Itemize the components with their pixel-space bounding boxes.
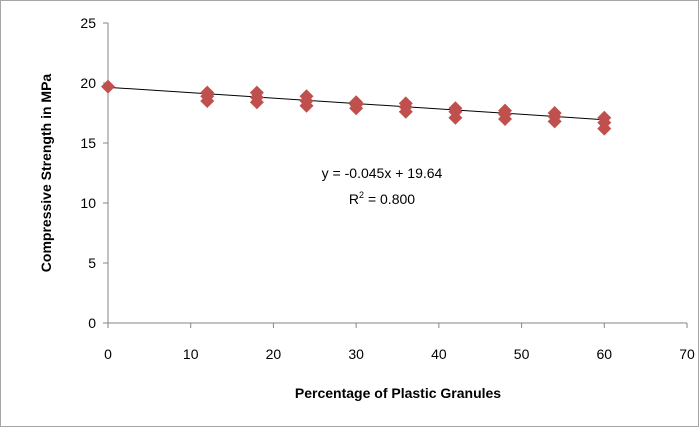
- x-tick-label: 20: [266, 346, 282, 362]
- data-point-marker: [398, 104, 413, 119]
- x-tick-label: 30: [348, 346, 364, 362]
- y-tick-label: 10: [80, 195, 96, 211]
- data-point-marker: [349, 101, 364, 116]
- y-tick-label: 25: [80, 15, 96, 31]
- r-squared-label: R2 = 0.800: [349, 190, 415, 207]
- data-point-marker: [299, 98, 314, 113]
- x-tick-label: 0: [104, 346, 112, 362]
- data-point-marker: [101, 79, 115, 94]
- x-tick-label: 10: [183, 346, 199, 362]
- data-point-marker: [597, 121, 612, 136]
- data-points: [101, 79, 612, 136]
- y-axis-title: Compressive Strength in MPa: [38, 74, 54, 273]
- y-tick-label: 5: [88, 255, 96, 271]
- y-tick-label: 0: [88, 315, 96, 331]
- r-squared-superscript: 2: [359, 190, 364, 200]
- x-tick-label: 70: [679, 346, 695, 362]
- x-tick-label: 40: [431, 346, 447, 362]
- y-tick-label: 20: [80, 75, 96, 91]
- data-point-marker: [249, 95, 264, 110]
- x-tick-label: 60: [596, 346, 612, 362]
- trendline-equation: y = -0.045x + 19.64: [322, 165, 443, 181]
- r-squared-value: = 0.800: [364, 191, 415, 207]
- y-tick-label: 15: [80, 135, 96, 151]
- data-point-marker: [448, 110, 463, 125]
- data-point-marker: [200, 94, 215, 108]
- x-tick-label: 50: [514, 346, 530, 362]
- r-squared-prefix: R: [349, 191, 359, 207]
- data-point-marker: [547, 114, 562, 129]
- x-axis-title: Percentage of Plastic Granules: [295, 385, 501, 401]
- axes: [103, 22, 688, 328]
- tick-labels: 0 5 10 15 20 25 0 10 20 30 40 50 60 70: [80, 15, 695, 362]
- data-point-marker: [498, 112, 513, 126]
